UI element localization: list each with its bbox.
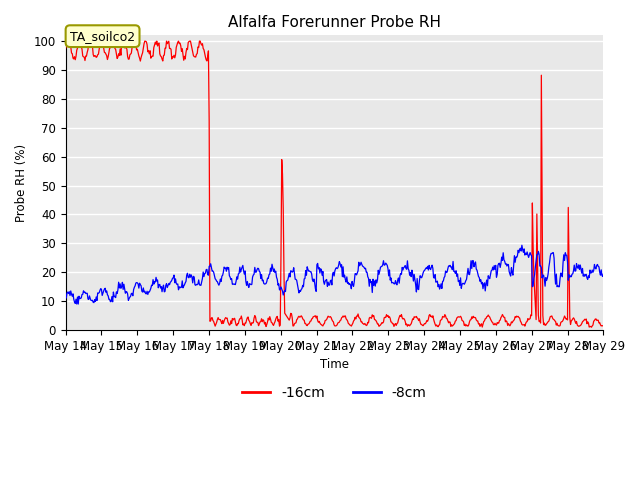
Text: TA_soilco2: TA_soilco2	[70, 30, 135, 43]
Title: Alfalfa Forerunner Probe RH: Alfalfa Forerunner Probe RH	[228, 15, 441, 30]
Legend: -16cm, -8cm: -16cm, -8cm	[237, 381, 432, 406]
Y-axis label: Probe RH (%): Probe RH (%)	[15, 144, 28, 222]
X-axis label: Time: Time	[320, 359, 349, 372]
